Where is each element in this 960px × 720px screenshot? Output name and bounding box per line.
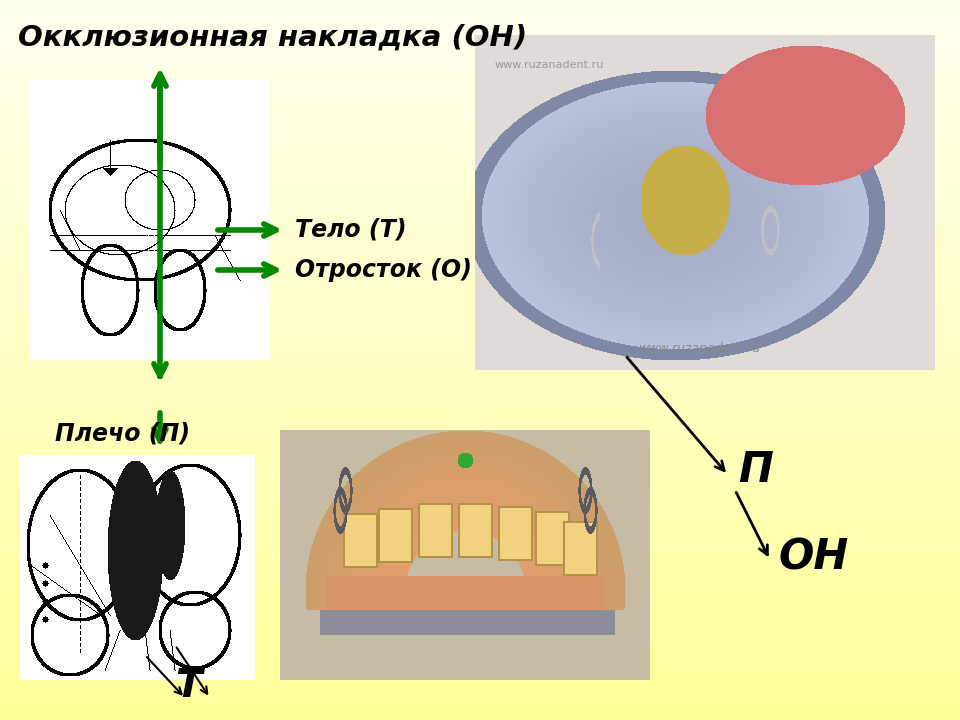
- Text: Тело (Т): Тело (Т): [295, 218, 406, 242]
- Text: Окклюзионная накладка (ОН): Окклюзионная накладка (ОН): [18, 24, 527, 52]
- Text: П: П: [738, 449, 773, 491]
- Text: www.ruzanadent.ru: www.ruzanadent.ru: [495, 60, 605, 70]
- Text: Т: Т: [175, 667, 202, 705]
- Text: www.ruzanadent.ru: www.ruzanadent.ru: [639, 342, 761, 355]
- Text: ОН: ОН: [778, 537, 849, 579]
- Text: Плечо (П): Плечо (П): [55, 421, 190, 445]
- Text: Отросток (О): Отросток (О): [295, 258, 472, 282]
